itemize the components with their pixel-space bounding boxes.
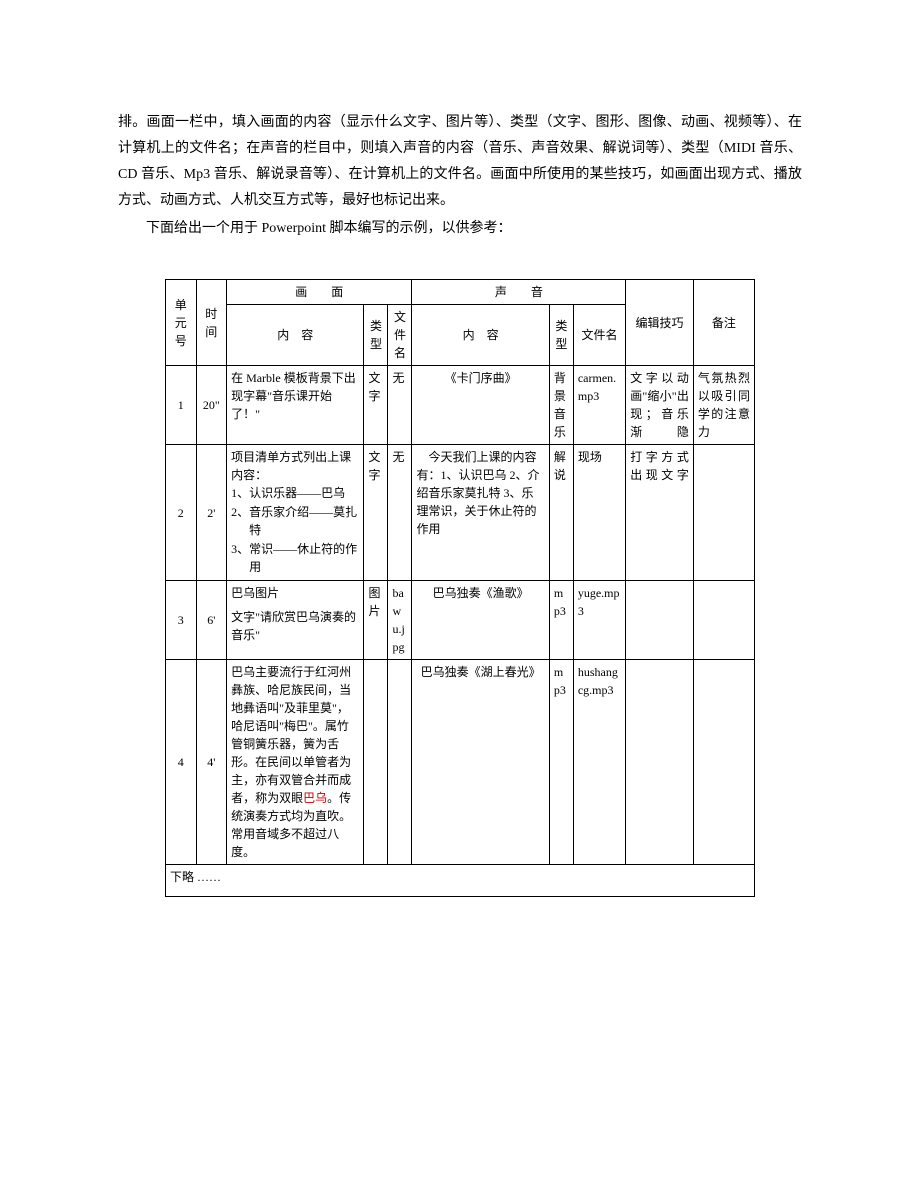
cell-tech: 文字以动画"缩小"出现；音乐渐隐	[626, 366, 694, 445]
cell-unit: 3	[166, 581, 197, 660]
table-row: 1 20" 在 Marble 模板背景下出现字幕"音乐课开始了！" 文字 无 《…	[166, 366, 755, 445]
p-content-intro: 项目清单方式列出上课内容：	[231, 448, 359, 484]
cell-s-type: 背景音乐	[549, 366, 573, 445]
p-content-list: 1、认识乐器——巴乌 2、音乐家介绍——莫扎特 3、常识——休止符的作用	[231, 484, 359, 576]
cell-s-content: 巴乌独奏《渔歌》	[412, 581, 549, 660]
cell-s-type: 解说	[549, 445, 573, 581]
header-s-file: 文件名	[573, 305, 625, 366]
cell-s-type: mp3	[549, 581, 573, 660]
script-table: 单元号 时间 画 面 声 音 编辑技巧 备注 内 容 类型 文件名 内 容 类型…	[165, 279, 755, 897]
paragraph-2: 下面给出一个用于 Powerpoint 脚本编写的示例，以供参考：	[118, 216, 802, 242]
cell-s-type: mp3	[549, 660, 573, 865]
table-row: 4 4' 巴乌主要流行于红河州彝族、哈尼族民间，当地彝语叫"及菲里莫"，哈尼语叫…	[166, 660, 755, 865]
header-s-content: 内 容	[412, 305, 549, 366]
header-p-content: 内 容	[227, 305, 364, 366]
cell-s-file: hushangcg.mp3	[573, 660, 625, 865]
cell-p-content: 项目清单方式列出上课内容： 1、认识乐器——巴乌 2、音乐家介绍——莫扎特 3、…	[227, 445, 364, 581]
header-unit: 单元号	[166, 280, 197, 366]
p-content-line: 文字"请欣赏巴乌演奏的音乐"	[231, 608, 359, 644]
header-sound-group: 声 音	[412, 280, 626, 305]
cell-note: 气氛热烈以吸引同学的注意力	[693, 366, 754, 445]
header-picture-group: 画 面	[227, 280, 412, 305]
header-s-type: 类型	[549, 305, 573, 366]
header-time: 时间	[196, 280, 227, 366]
cell-s-content: 《卡门序曲》	[412, 366, 549, 445]
cell-p-content: 巴乌主要流行于红河州彝族、哈尼族民间，当地彝语叫"及菲里莫"，哈尼语叫"梅巴"。…	[227, 660, 364, 865]
header-p-file: 文件名	[388, 305, 412, 366]
cell-p-type: 图片	[364, 581, 388, 660]
cell-note	[693, 660, 754, 865]
cell-p-file: 无	[388, 445, 412, 581]
cell-p-type	[364, 660, 388, 865]
cell-footer: 下略 ……	[166, 865, 755, 897]
cell-time: 2'	[196, 445, 227, 581]
cell-unit: 2	[166, 445, 197, 581]
cell-s-file: 现场	[573, 445, 625, 581]
cell-tech	[626, 581, 694, 660]
table-row: 3 6' 巴乌图片 文字"请欣赏巴乌演奏的音乐" 图片 bawu.jpg 巴乌独…	[166, 581, 755, 660]
header-tech: 编辑技巧	[626, 280, 694, 366]
cell-p-file: 无	[388, 366, 412, 445]
cell-note	[693, 445, 754, 581]
cell-p-content: 在 Marble 模板背景下出现字幕"音乐课开始了！"	[227, 366, 364, 445]
table-row: 2 2' 项目清单方式列出上课内容： 1、认识乐器——巴乌 2、音乐家介绍——莫…	[166, 445, 755, 581]
p-content-part-a: 巴乌主要流行于红河州彝族、哈尼族民间，当地彝语叫"及菲里莫"，哈尼语叫"梅巴"。…	[231, 665, 351, 805]
cell-time: 4'	[196, 660, 227, 865]
p-content-line: 巴乌图片	[231, 584, 359, 602]
cell-s-content: 巴乌独奏《湖上春光》	[412, 660, 549, 865]
cell-time: 20"	[196, 366, 227, 445]
list-item: 3、常识——休止符的作用	[231, 540, 359, 576]
list-item: 2、音乐家介绍——莫扎特	[231, 503, 359, 539]
header-p-type: 类型	[364, 305, 388, 366]
cell-p-type: 文字	[364, 445, 388, 581]
cell-tech	[626, 660, 694, 865]
cell-p-file: bawu.jpg	[388, 581, 412, 660]
cell-s-content: 今天我们上课的内容有：1、认识巴乌 2、介绍音乐家莫扎特 3、乐理常识，关于休止…	[412, 445, 549, 581]
list-item: 1、认识乐器——巴乌	[231, 484, 359, 502]
p-content-red: 巴乌	[303, 791, 327, 805]
cell-p-file	[388, 660, 412, 865]
cell-time: 6'	[196, 581, 227, 660]
header-row-1: 单元号 时间 画 面 声 音 编辑技巧 备注	[166, 280, 755, 305]
cell-p-type: 文字	[364, 366, 388, 445]
cell-unit: 1	[166, 366, 197, 445]
cell-tech: 打字方式出现文字	[626, 445, 694, 581]
cell-p-content: 巴乌图片 文字"请欣赏巴乌演奏的音乐"	[227, 581, 364, 660]
cell-note	[693, 581, 754, 660]
table-footer-row: 下略 ……	[166, 865, 755, 897]
header-note: 备注	[693, 280, 754, 366]
cell-unit: 4	[166, 660, 197, 865]
cell-s-file: carmen.mp3	[573, 366, 625, 445]
paragraph-1: 排。画面一栏中，填入画面的内容（显示什么文字、图片等）、类型（文字、图形、图像、…	[118, 110, 802, 214]
cell-s-file: yuge.mp3	[573, 581, 625, 660]
